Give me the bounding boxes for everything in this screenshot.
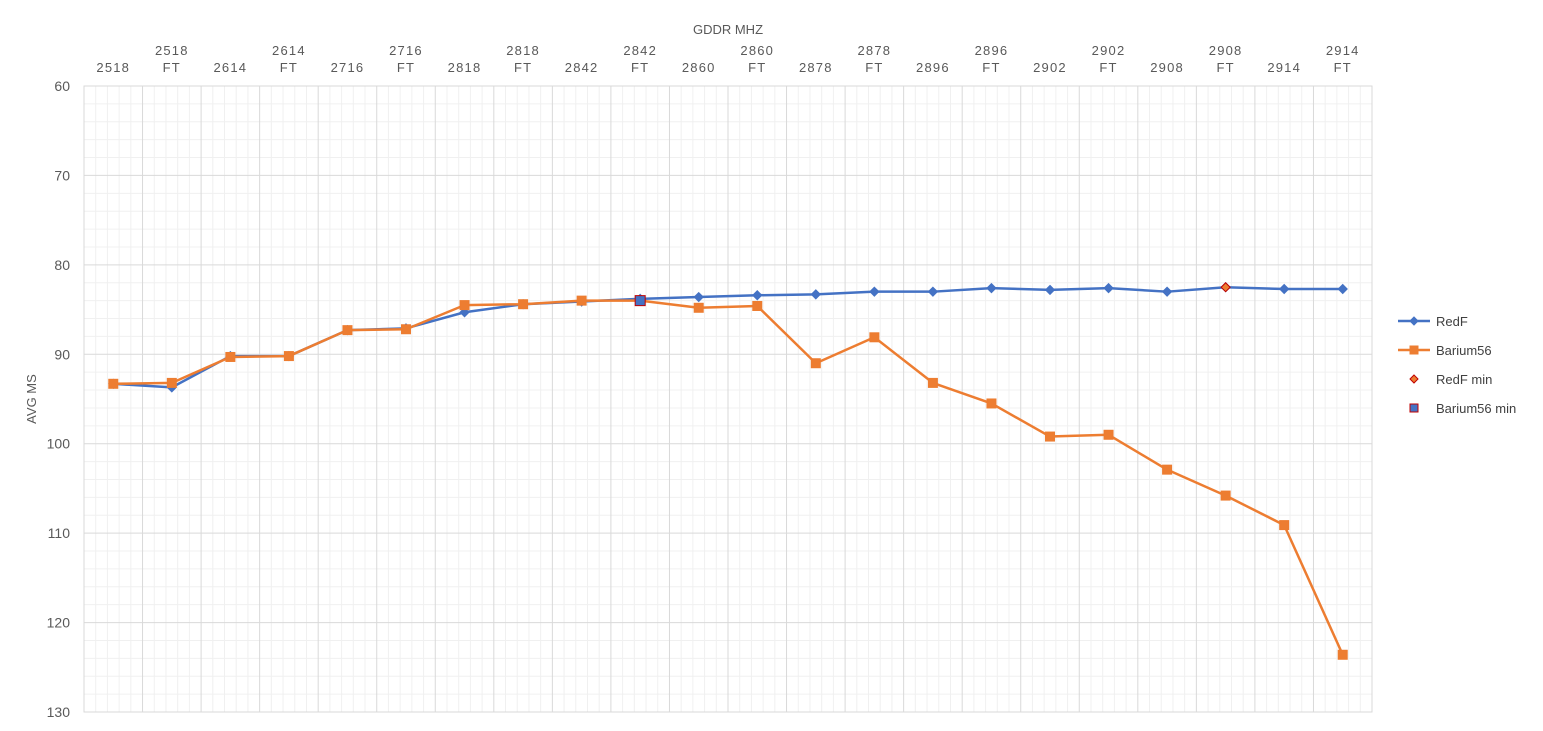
x-tick-label: 2518 xyxy=(155,43,189,58)
min-marker-barium56 xyxy=(634,295,646,307)
y-tick-label: 130 xyxy=(47,704,71,720)
y-tick-label: 90 xyxy=(54,346,70,362)
series-line-barium56 xyxy=(113,299,1344,656)
x-tick-label: 2908 xyxy=(1209,43,1243,58)
data-point-barium56 xyxy=(810,358,821,369)
data-point-barium56 xyxy=(752,300,763,311)
legend-item: Barium56 min xyxy=(1409,401,1516,416)
y-tick-label: 80 xyxy=(54,257,70,273)
x-tick-label: 2896 xyxy=(975,43,1009,58)
x-tick-label: 2716 xyxy=(331,60,365,75)
data-point-barium56 xyxy=(927,377,938,388)
series-layer xyxy=(108,282,1348,660)
x-tick-label: 2518 xyxy=(96,60,130,75)
data-point-barium56 xyxy=(401,324,411,335)
x-tick-label: 2842 xyxy=(565,60,599,75)
x-tick-label: FT xyxy=(865,60,883,75)
legend-label: Barium56 min xyxy=(1436,401,1516,416)
x-tick-label: FT xyxy=(280,60,298,75)
y-axis-tick-labels: 60 70 80 90 100 110 120 130 xyxy=(47,78,71,720)
legend-label: Barium56 xyxy=(1436,343,1492,358)
y-tick-label: 110 xyxy=(48,525,71,541)
legend-item: RedF xyxy=(1398,314,1468,329)
x-tick-label: FT xyxy=(514,60,532,75)
data-point-redf xyxy=(927,286,939,297)
legend-label: RedF min xyxy=(1436,372,1492,387)
data-point-barium56 xyxy=(1279,520,1290,531)
y-tick-label: 120 xyxy=(47,615,71,631)
x-tick-label: 2614 xyxy=(213,60,247,75)
data-point-barium56 xyxy=(576,295,587,306)
data-point-redf xyxy=(693,291,704,303)
x-tick-label: FT xyxy=(1099,60,1117,75)
data-point-barium56 xyxy=(1045,431,1055,442)
x-tick-label: FT xyxy=(982,60,1000,75)
y-axis-title: AVG MS xyxy=(24,374,39,424)
y-tick-label: 100 xyxy=(47,436,71,452)
x-tick-label: 2896 xyxy=(916,60,950,75)
x-tick-label: 2878 xyxy=(857,43,891,58)
legend-marker xyxy=(1409,403,1419,413)
legend-marker xyxy=(1409,316,1419,326)
x-tick-label: 2860 xyxy=(740,43,774,58)
data-point-barium56 xyxy=(283,351,294,362)
data-point-barium56 xyxy=(166,377,177,388)
x-tick-label: 2914 xyxy=(1326,43,1360,58)
legend-marker xyxy=(1409,374,1419,384)
data-point-redf xyxy=(1103,282,1114,294)
data-point-redf xyxy=(752,290,763,301)
y-tick-label: 60 xyxy=(54,78,70,94)
x-tick-label: FT xyxy=(631,60,649,75)
x-tick-label: FT xyxy=(1334,60,1352,75)
min-marker-redf xyxy=(1220,282,1231,293)
major-gridlines xyxy=(83,85,1373,713)
data-point-barium56 xyxy=(1220,490,1231,501)
x-tick-label: 2842 xyxy=(623,43,657,58)
x-tick-label: FT xyxy=(163,60,181,75)
legend-marker xyxy=(1409,345,1419,355)
legend-item: RedF min xyxy=(1409,372,1492,387)
data-point-redf xyxy=(1337,283,1348,295)
plot-area xyxy=(83,85,1373,713)
data-point-redf xyxy=(1044,284,1056,296)
data-point-barium56 xyxy=(1162,464,1173,475)
x-tick-label: 2614 xyxy=(272,43,306,58)
x-tick-label: 2818 xyxy=(448,60,482,75)
legend: RedF Barium56 RedF min Barium56 min xyxy=(1398,314,1516,416)
x-tick-label: 2902 xyxy=(1092,43,1126,58)
data-point-barium56 xyxy=(342,325,353,336)
x-axis-tick-labels: 2518 2518 FT 2614 2614 FT 2716 2716 FT 2818 2818 FT… xyxy=(96,43,1360,75)
data-point-redf xyxy=(810,289,822,300)
x-tick-label: FT xyxy=(397,60,415,75)
x-tick-label: 2818 xyxy=(506,43,540,58)
data-point-barium56 xyxy=(693,302,704,313)
data-point-barium56 xyxy=(108,378,119,389)
data-point-barium56 xyxy=(1103,429,1114,440)
data-point-barium56 xyxy=(986,398,997,409)
data-point-barium56 xyxy=(459,300,470,311)
x-tick-label: 2908 xyxy=(1150,60,1184,75)
data-point-barium56 xyxy=(1337,649,1348,660)
x-tick-label: 2914 xyxy=(1267,60,1301,75)
minima-markers xyxy=(634,282,1231,307)
data-point-barium56 xyxy=(518,299,529,310)
x-tick-label: 2902 xyxy=(1033,60,1067,75)
legend-label: RedF xyxy=(1436,314,1468,329)
x-tick-label: 2716 xyxy=(389,43,423,58)
data-point-barium56 xyxy=(225,351,236,362)
data-point-redf xyxy=(986,282,997,294)
x-tick-label: FT xyxy=(748,60,766,75)
x-tick-label: 2878 xyxy=(799,60,833,75)
x-tick-label: 2860 xyxy=(682,60,716,75)
data-point-redf xyxy=(1161,286,1173,297)
data-point-redf xyxy=(869,286,880,297)
legend-item: Barium56 xyxy=(1398,343,1492,358)
x-tick-label: FT xyxy=(1216,60,1234,75)
x-axis-title: GDDR MHZ xyxy=(693,22,763,37)
y-tick-label: 70 xyxy=(54,167,70,183)
data-point-redf xyxy=(1278,283,1290,295)
data-point-barium56 xyxy=(869,332,880,343)
